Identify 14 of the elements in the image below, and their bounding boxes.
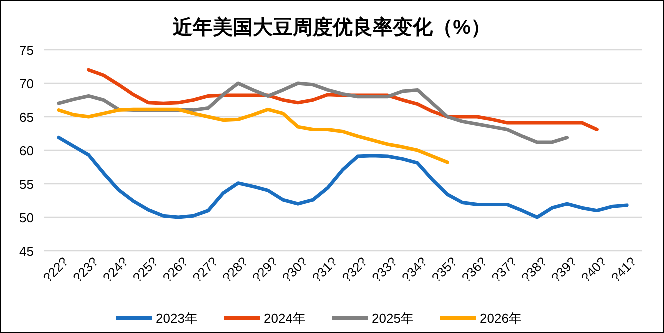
y-tick-label: 75 [20,43,34,58]
y-tick-label: 50 [20,210,34,226]
line-series [57,136,629,220]
y-tick-label: 65 [20,110,34,125]
y-tick-label: 70 [20,76,34,92]
y-tick-label: 45 [20,244,34,259]
line-series [57,108,450,164]
y-tick-label: 60 [20,144,34,158]
y-tick-label: 55 [20,177,34,192]
legend-label: 2024年 [264,311,306,326]
legend-label: 2026年 [480,311,522,326]
chart-title: 近年美国大豆周度优良率变化（%） [172,16,491,39]
legend-label: 2023年 [156,311,198,326]
legend-label: 2025年 [372,311,414,326]
